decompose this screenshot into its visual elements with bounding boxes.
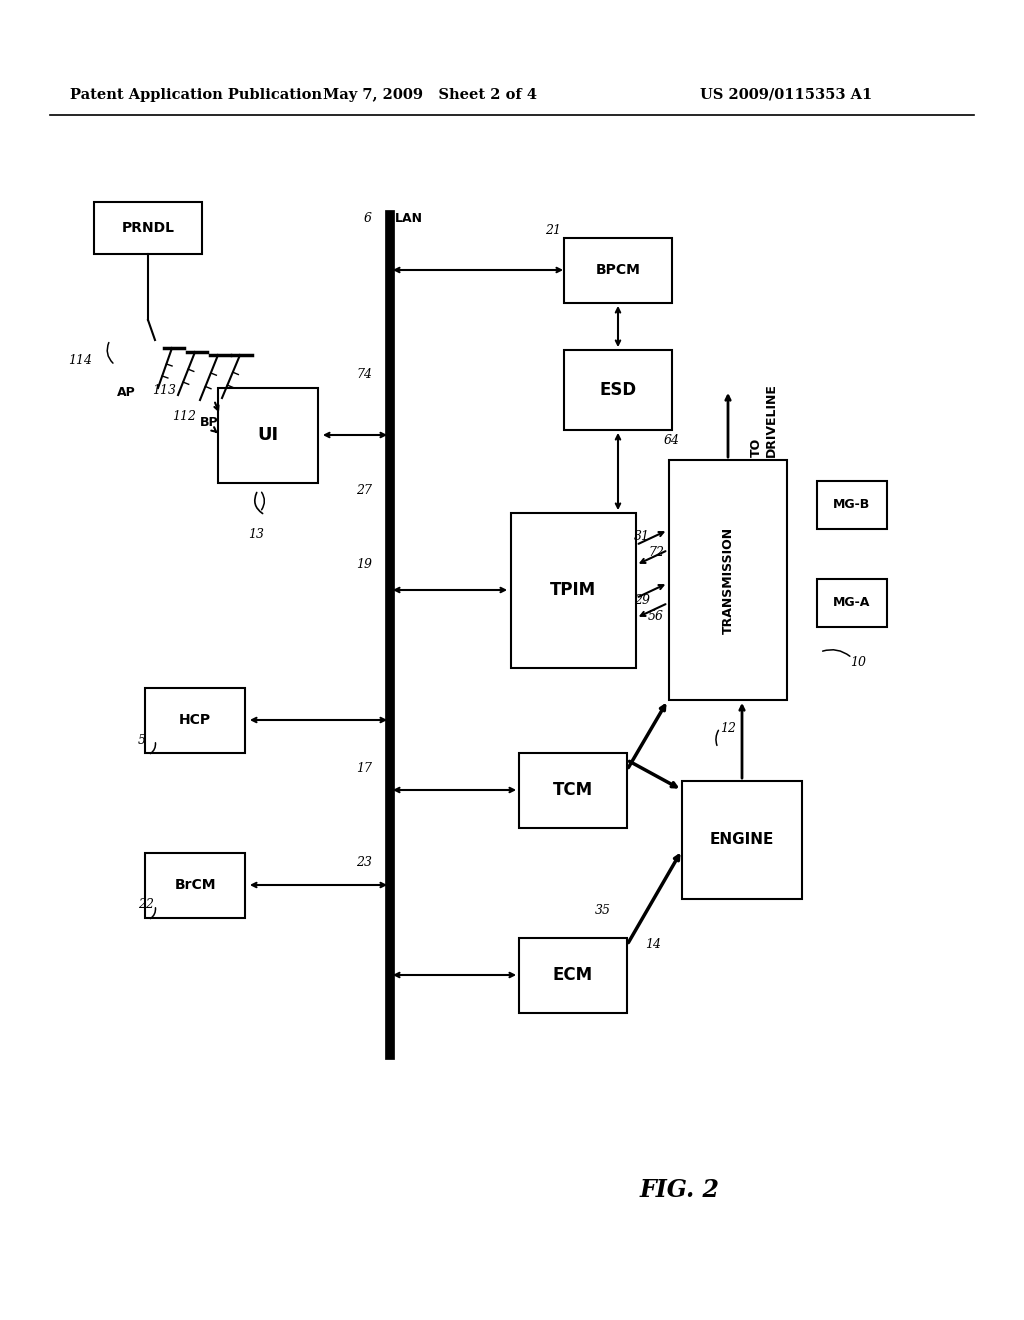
Text: 35: 35 [595,903,611,916]
Bar [94,202,202,253]
Text: 64: 64 [664,433,680,446]
Text: 23: 23 [356,855,372,869]
Text: BP: BP [200,416,219,429]
Text: TCM: TCM [553,781,593,799]
Text: 19: 19 [356,558,372,572]
Text: TO
DRIVELINE: TO DRIVELINE [750,383,778,457]
Bar [218,388,318,483]
Text: 12: 12 [720,722,736,734]
Text: ENGINE: ENGINE [710,833,774,847]
Bar [145,853,245,917]
Text: US 2009/0115353 A1: US 2009/0115353 A1 [700,88,872,102]
Text: TPIM: TPIM [550,581,596,599]
Bar [564,350,672,430]
Bar [564,238,672,302]
Bar [817,480,887,529]
Text: ECM: ECM [553,966,593,983]
Text: BPCM: BPCM [596,263,640,277]
Text: 6: 6 [364,211,372,224]
Bar [682,781,802,899]
Bar [519,752,627,828]
Text: 27: 27 [356,483,372,496]
Text: 113: 113 [152,384,176,396]
Text: TRANSMISSION: TRANSMISSION [722,527,734,634]
Text: 114: 114 [68,354,92,367]
Text: 112: 112 [172,409,196,422]
Text: 21: 21 [545,223,561,236]
Text: 5: 5 [138,734,146,747]
Text: Patent Application Publication: Patent Application Publication [70,88,322,102]
Text: 22: 22 [138,899,154,912]
Text: 10: 10 [850,656,866,668]
Text: 74: 74 [356,368,372,381]
Text: FIG. 2: FIG. 2 [640,1177,720,1203]
Text: PRNDL: PRNDL [122,220,174,235]
Text: 56: 56 [648,610,664,623]
Text: May 7, 2009   Sheet 2 of 4: May 7, 2009 Sheet 2 of 4 [323,88,537,102]
Text: AP: AP [118,387,136,400]
Text: 13: 13 [248,528,264,541]
Text: 17: 17 [356,762,372,775]
Text: LAN: LAN [395,211,423,224]
Text: HCP: HCP [179,713,211,727]
Bar [145,688,245,752]
Text: 72: 72 [648,546,664,560]
Text: MG-B: MG-B [834,499,870,511]
Bar [519,937,627,1012]
Text: ESD: ESD [599,381,637,399]
Text: 29: 29 [634,594,650,606]
Text: MG-A: MG-A [834,597,870,610]
Text: UI: UI [257,426,279,444]
Bar [511,512,636,668]
Bar [669,459,787,700]
Text: BrCM: BrCM [174,878,216,892]
Text: 31: 31 [634,531,650,544]
Bar [817,579,887,627]
Text: 14: 14 [645,939,662,952]
